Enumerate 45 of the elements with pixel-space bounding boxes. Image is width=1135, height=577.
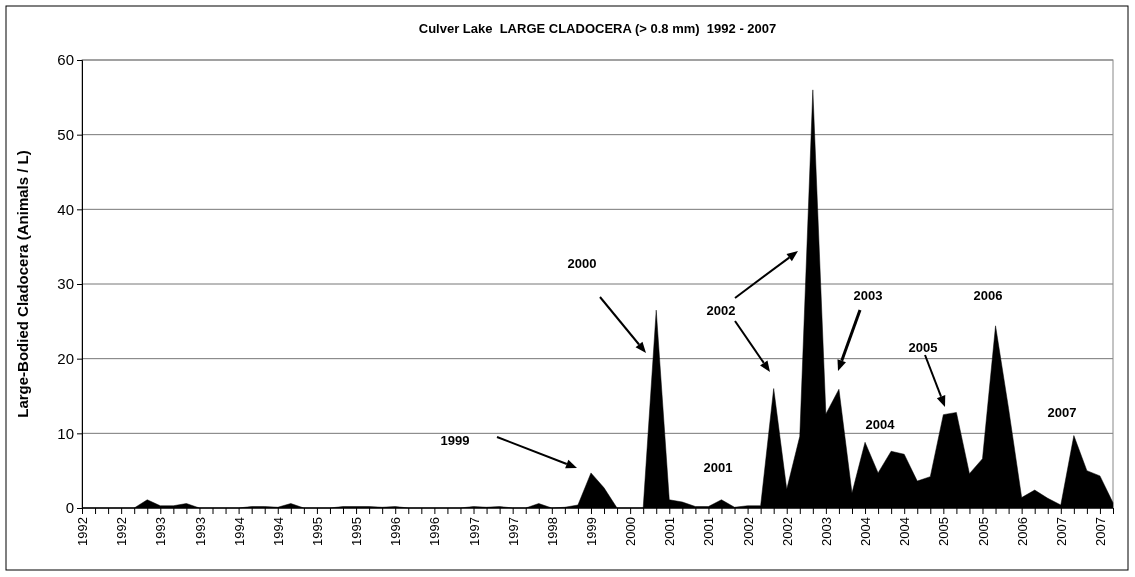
x-tick-label: 2000 [623,517,639,546]
x-tick-label: 2001 [701,517,717,546]
x-tick-label: 2005 [975,517,991,546]
annotation: 2006 [973,287,1003,303]
x-tick-label: 1995 [349,517,365,546]
annotation: 2007 [1047,404,1077,420]
x-tick-label: 1992 [114,517,130,546]
x-tick-label: 2002 [740,517,756,546]
x-tick-label: 1997 [505,517,521,546]
annotation: 2004 [865,416,896,432]
x-tick-label: 2002 [779,517,795,546]
x-tick-label: 1995 [309,517,325,546]
x-tick-label: 2001 [662,517,678,546]
x-tick-label: 1993 [153,517,169,546]
x-tick-label: 2004 [897,517,913,546]
x-tick-label: 1997 [466,517,482,546]
x-tick-label: 2005 [936,517,952,546]
x-tick-label: 1998 [544,517,560,546]
x-tick-label: 2006 [1014,517,1030,546]
x-tick-label: 2007 [1093,517,1108,546]
annotation: 1999 [440,432,470,448]
y-tick-label: 20 [57,349,74,367]
x-tick-label: 2007 [1053,517,1069,546]
x-tick-label: 1996 [427,517,443,546]
x-tick-label: 2004 [858,517,874,546]
x-tick-label: 2003 [818,517,834,546]
y-axis-title: Large-Bodied Cladocera (Animals / L) [14,150,31,418]
annotation: 2005 [908,339,938,355]
x-tick-label: 1994 [231,517,247,546]
y-tick-label: 40 [57,200,74,218]
x-tick-label: 1994 [270,517,286,546]
x-tick-label: 1992 [75,517,91,546]
y-tick-label: 10 [57,424,74,442]
annotation: 2001 [703,459,733,475]
chart-title: Culver Lake LARGE CLADOCERA (> 0.8 mm) 1992 - 2007 [418,21,777,36]
y-tick-label: 30 [57,275,74,293]
annotation: 2003 [853,287,883,303]
x-tick-label: 1996 [388,517,404,546]
y-tick-label: 60 [57,51,74,69]
annotation: 2002 [706,302,736,318]
x-tick-label: 1993 [192,517,208,546]
y-tick-label: 0 [65,499,74,517]
annotation: 2000 [567,255,597,271]
y-tick-label: 50 [57,125,74,143]
x-tick-label: 1999 [584,517,600,546]
